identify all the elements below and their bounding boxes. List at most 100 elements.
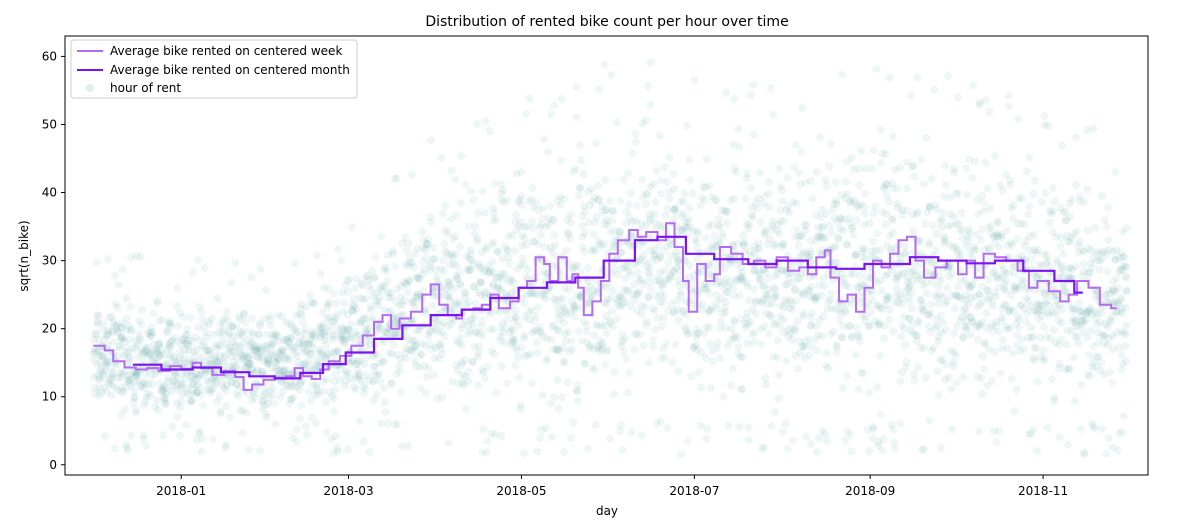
scatter-point [873,229,882,238]
scatter-point [512,346,521,355]
scatter-point [625,213,634,222]
scatter-point [646,246,655,255]
scatter-point [353,360,362,368]
scatter-point [340,335,348,344]
scatter-point [861,209,869,218]
scatter-point [1117,293,1126,302]
scatter-point [987,321,996,329]
scatter-point [608,216,617,225]
scatter-point [857,368,866,377]
scatter-point [582,327,591,336]
scatter-point [471,328,480,337]
scatter-point [497,180,506,189]
scatter-point [146,327,155,336]
scatter-point [582,321,591,330]
scatter-point [1033,308,1042,317]
scatter-point [302,303,311,312]
scatter-point [936,277,945,285]
scatter-point [397,293,405,302]
scatter-point [441,201,450,210]
scatter-point [147,322,156,331]
scatter-point [697,383,706,392]
scatter-point [1012,385,1021,394]
scatter-point [379,356,388,365]
scatter-point [167,387,176,396]
scatter-point [891,273,900,282]
scatter-point [876,158,885,167]
scatter-point [975,290,984,299]
scatter-point [347,223,356,232]
scatter-point [1111,255,1120,264]
scatter-point [760,443,768,452]
scatter-point [949,358,957,367]
scatter-point [1046,334,1055,343]
scatter-point [1076,424,1085,433]
scatter-point [1030,230,1038,239]
scatter-point [742,174,751,182]
scatter-point [913,207,922,216]
scatter-point [798,104,807,112]
scatter-point [1099,370,1108,379]
scatter-point [437,264,446,273]
scatter-point [1052,291,1060,299]
scatter-point [370,273,379,282]
scatter-point [832,200,841,208]
scatter-point [165,317,174,326]
scatter-point [833,258,842,267]
scatter-point [1008,241,1017,250]
scatter-point [769,283,778,292]
scatter-point [869,209,878,217]
scatter-point [388,247,397,256]
scatter-point [717,317,726,326]
scatter-point [617,341,626,350]
scatter-point [516,261,525,270]
scatter-point [462,252,471,261]
scatter-point [1061,216,1069,225]
scatter-point [145,350,154,359]
scatter-point [149,328,158,337]
scatter-point [839,226,848,235]
scatter-point [621,297,630,306]
scatter-point [813,346,822,355]
scatter-point [1030,356,1039,365]
scatter-point [663,205,672,214]
scatter-point [1098,330,1107,339]
scatter-point [822,182,831,191]
scatter-point [375,359,384,368]
scatter-point [889,228,898,237]
scatter-point [269,391,278,400]
scatter-point [1007,374,1016,383]
scatter-point [708,357,717,366]
scatter-point [155,339,164,348]
scatter-point [764,285,773,294]
scatter-point [277,312,286,321]
scatter-point [162,360,171,369]
scatter-point [470,342,479,351]
scatter-point [478,248,486,257]
scatter-point [364,276,373,285]
scatter-point [118,319,127,328]
scatter-point [527,289,536,298]
scatter-point [505,327,514,336]
scatter-point [257,347,266,356]
scatter-point [146,391,155,400]
y-tick-label: 60 [42,49,57,63]
scatter-point [256,321,265,330]
scatter-point [570,262,579,271]
scatter-point [222,307,231,316]
scatter-point [193,388,202,397]
scatter-point [770,241,778,250]
scatter-point [194,381,203,390]
scatter-point [932,230,941,238]
scatter-point [458,378,467,387]
scatter-point [474,348,483,357]
scatter-point [903,184,911,193]
scatter-point [202,358,211,367]
scatter-point [637,276,646,285]
scatter-point [185,356,193,365]
scatter-point [311,364,320,373]
scatter-point [1083,308,1091,317]
scatter-point [271,357,280,366]
scatter-point [692,340,701,349]
scatter-point [314,361,323,370]
